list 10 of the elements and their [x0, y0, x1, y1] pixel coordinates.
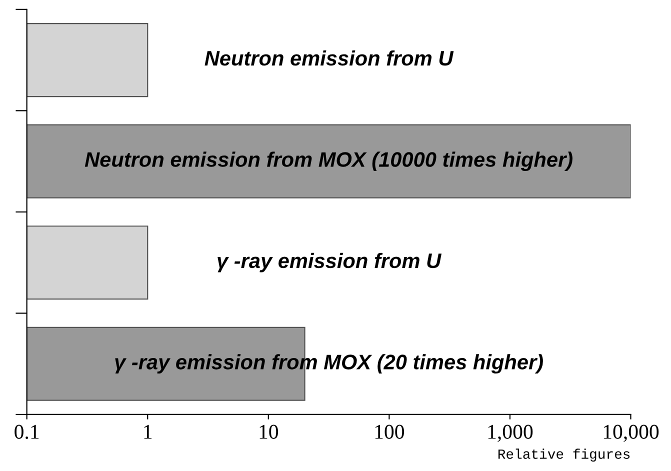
- y-tick-label: Neutron emission from U: [204, 50, 454, 66]
- x-tick-label: 10,000: [604, 424, 659, 442]
- y-tick-label: γ -ray emission from U: [218, 252, 442, 272]
- x-tick-label: 100: [375, 424, 404, 439]
- x-tick-label: 1,000: [488, 424, 533, 442]
- x-tick-label: 0.1: [14, 424, 39, 439]
- x-tick-label: 10: [260, 424, 278, 439]
- x-axis-title: Relative figures: [498, 448, 630, 462]
- y-tick-label: Neutron emission from MOX (10000 times higher): [84, 152, 572, 172]
- x-tick-label: 1: [144, 424, 152, 439]
